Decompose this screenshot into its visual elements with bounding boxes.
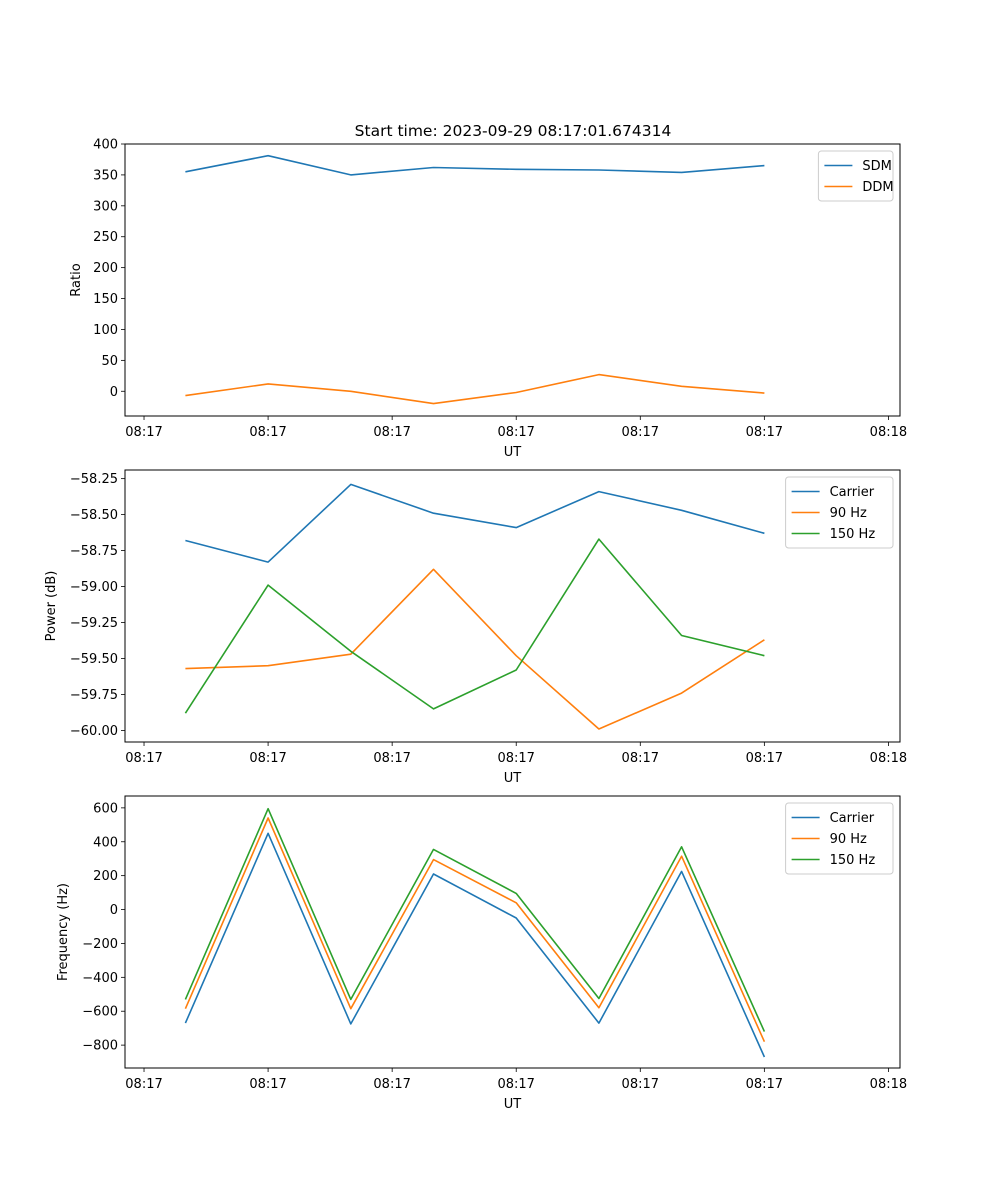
chart-2-legend-box <box>785 476 894 549</box>
chart-3-y-axis-label: Frequency (Hz) <box>56 883 71 981</box>
chart-2-x-tick-label-3: 08:17 <box>497 751 534 766</box>
chart-3-axes-frame <box>124 795 901 1069</box>
chart-1-y-axis-label: Ratio <box>69 263 84 296</box>
chart-3-legend-label-150-hz: 150 Hz <box>830 853 876 868</box>
chart-2-y-tick-label-1: −58.50 <box>70 508 118 523</box>
chart-1-x-tick-label-0: 08:17 <box>125 425 162 440</box>
chart-2-y-tick-label-0: −58.25 <box>70 472 118 487</box>
chart-2-series-90-hz <box>185 568 765 730</box>
chart-3-legend-label-carrier: Carrier <box>830 811 875 826</box>
chart-3-x-tick-label-2: 08:17 <box>373 1077 410 1092</box>
chart-2-x-tick-label-6: 08:18 <box>870 751 907 766</box>
chart-2-x-tick-label-5: 08:17 <box>746 751 783 766</box>
chart-3-series-carrier <box>184 832 766 1058</box>
chart-2-y-tick-label-2: −58.75 <box>70 544 118 559</box>
chart-3-series-90-hz <box>184 817 766 1043</box>
chart-3-x-tick-label-4: 08:17 <box>622 1077 659 1092</box>
chart-2-series-150-hz <box>184 538 765 714</box>
chart-2-y-tick-label-4: −59.25 <box>70 616 118 631</box>
chart-3-y-tick-label-2: 200 <box>93 869 118 884</box>
chart-2-x-axis-label: UT <box>504 771 522 786</box>
chart-1-y-tick-label-0: 400 <box>93 138 118 153</box>
chart-3-series-150-hz <box>184 807 766 1032</box>
chart-3-y-tick-label-0: 600 <box>93 801 118 816</box>
chart-1-x-tick-label-1: 08:17 <box>249 425 286 440</box>
chart-1-x-tick-label-6: 08:18 <box>870 425 907 440</box>
chart-3-y-tick-label-7: −800 <box>82 1039 118 1054</box>
chart-3-x-tick-label-3: 08:17 <box>497 1077 534 1092</box>
chart-2-y-tick-label-5: −59.50 <box>70 652 118 667</box>
chart-2-legend-label-90-hz: 90 Hz <box>830 506 867 521</box>
chart-2-axes-frame <box>124 469 901 743</box>
chart-3-x-tick-label-6: 08:18 <box>870 1077 907 1092</box>
chart-1-x-axis-label: UT <box>504 445 522 460</box>
chart-1-legend-label-sdm: SDM <box>862 159 891 174</box>
chart-1: 08:17 08:17 08:17 08:17 08:17 08:17 08:18 400 35… <box>69 138 907 461</box>
chart-1-axes-frame <box>124 143 901 417</box>
chart-1-y-tick-label-7: 50 <box>101 354 118 369</box>
chart-3-x-tick-label-0: 08:17 <box>125 1077 162 1092</box>
chart-2-x-tick-label-0: 08:17 <box>125 751 162 766</box>
chart-2: 08:17 08:17 08:17 08:17 08:17 08:17 08:18 −58.2… <box>44 469 907 786</box>
chart-1-x-tick-label-4: 08:17 <box>622 425 659 440</box>
chart-3-x-axis-label: UT <box>504 1097 522 1112</box>
chart-1-y-tick-label-5: 150 <box>93 292 118 307</box>
chart-2-legend-label-150-hz: 150 Hz <box>830 527 876 542</box>
chart-2-x-tick-label-4: 08:17 <box>622 751 659 766</box>
chart-2-y-axis-label: Power (dB) <box>44 571 59 642</box>
plots: 08:17 08:17 08:17 08:17 08:17 08:17 08:18 400 35… <box>44 138 907 1113</box>
chart-3-y-tick-label-3: 0 <box>110 903 118 918</box>
chart-3-legend-box <box>785 802 894 875</box>
chart-2-y-tick-label-6: −59.75 <box>70 688 118 703</box>
chart-3-y-tick-label-4: −200 <box>82 937 118 952</box>
chart-1-y-tick-label-1: 350 <box>93 168 118 183</box>
chart-1-series-sdm <box>185 154 765 176</box>
chart-1-y-tick-label-2: 300 <box>93 199 118 214</box>
chart-1-x-tick-label-2: 08:17 <box>373 425 410 440</box>
chart-1-y-tick-label-6: 100 <box>93 323 118 338</box>
chart-3-y-tick-label-5: −400 <box>82 971 118 986</box>
chart-3-x-tick-label-1: 08:17 <box>249 1077 286 1092</box>
chart-1-series-ddm <box>185 373 765 405</box>
chart-1-y-tick-label-3: 250 <box>93 230 118 245</box>
chart-2-legend-label-carrier: Carrier <box>830 485 875 500</box>
chart-3-legend: Carrier 90 Hz 150 Hz <box>785 802 894 875</box>
chart-3-x-tick-label-5: 08:17 <box>746 1077 783 1092</box>
chart-2-legend: Carrier 90 Hz 150 Hz <box>785 476 894 549</box>
chart-1-x-tick-label-3: 08:17 <box>497 425 534 440</box>
chart-1-legend: SDM DDM <box>817 150 894 202</box>
chart-2-x-tick-label-1: 08:17 <box>249 751 286 766</box>
chart-1-x-tick-label-5: 08:17 <box>746 425 783 440</box>
chart-3-legend-label-90-hz: 90 Hz <box>830 832 867 847</box>
chart-1-y-tick-label-4: 200 <box>93 261 118 276</box>
chart-3: 08:17 08:17 08:17 08:17 08:17 08:17 08:18 600 40… <box>56 795 907 1112</box>
chart-1-legend-label-ddm: DDM <box>862 180 893 195</box>
chart-1-y-tick-label-8: 0 <box>110 385 118 400</box>
chart-2-x-tick-label-2: 08:17 <box>373 751 410 766</box>
chart-2-y-tick-label-7: −60.00 <box>70 724 118 739</box>
chart-1-legend-box <box>817 150 894 202</box>
chart-3-y-tick-label-6: −600 <box>82 1005 118 1020</box>
figure-title: Start time: 2023-09-29 08:17:01.674314 <box>355 122 672 140</box>
chart-3-y-tick-label-1: 400 <box>93 835 118 850</box>
chart-2-y-tick-label-3: −59.00 <box>70 580 118 595</box>
chart-2-series-carrier <box>185 483 765 563</box>
